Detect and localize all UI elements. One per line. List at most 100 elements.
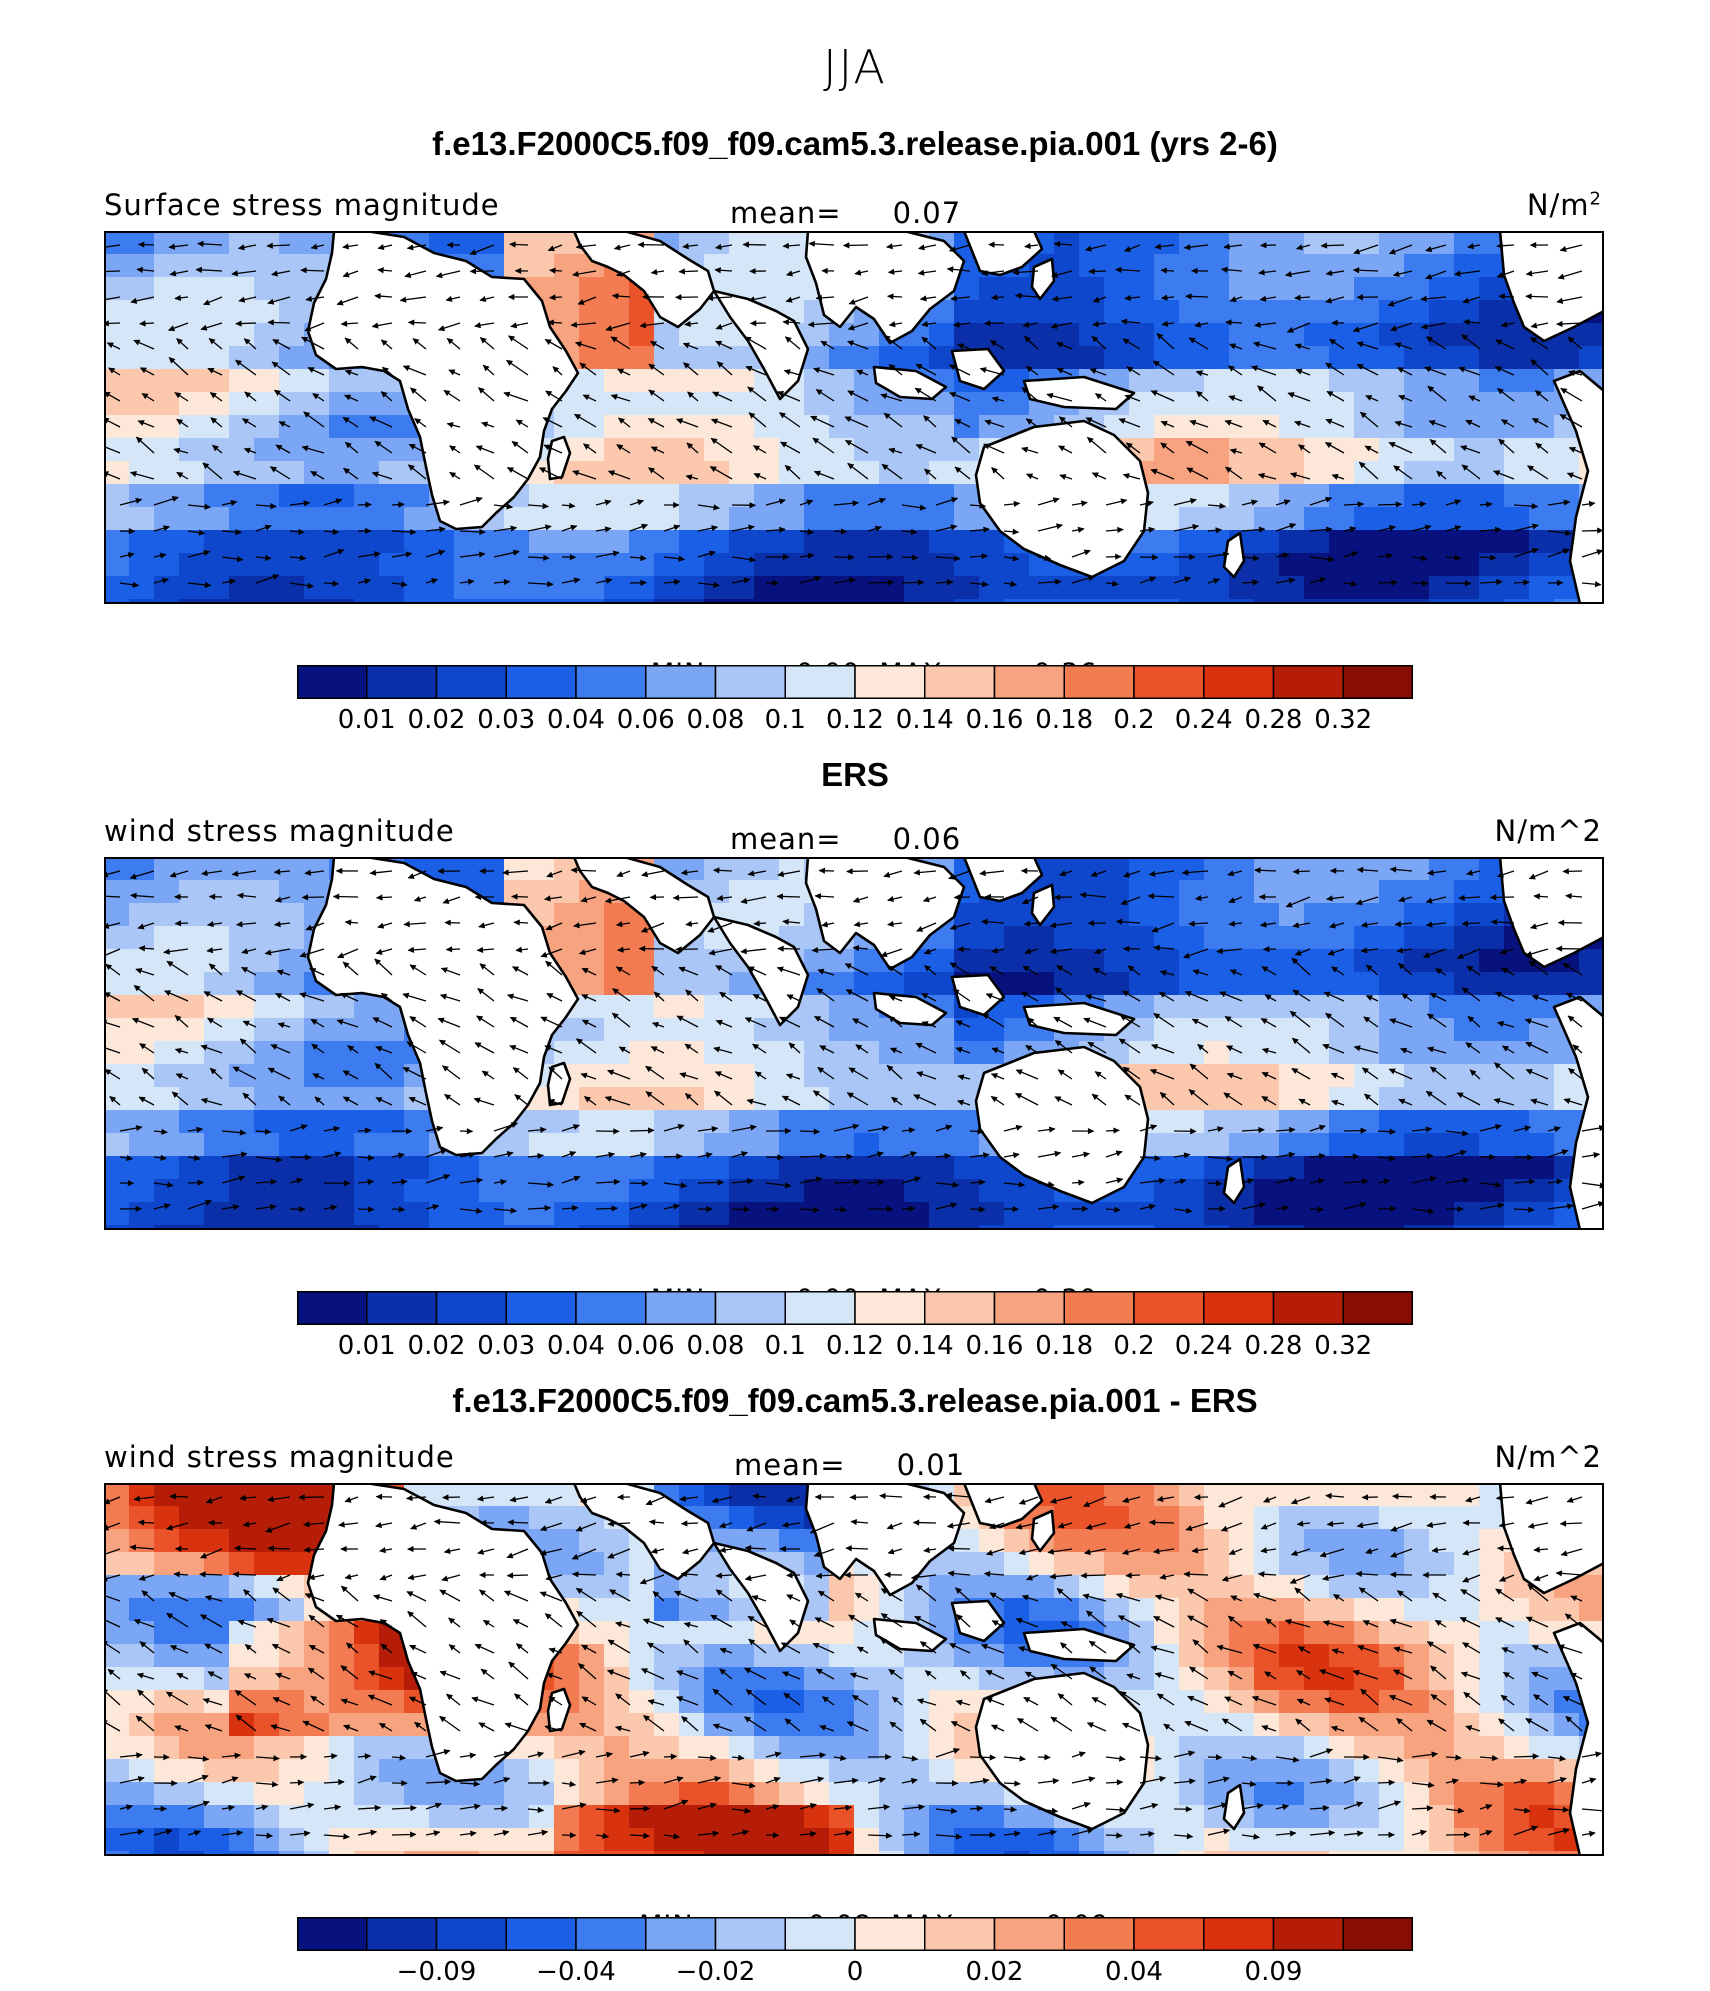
panel-2-colorbar-swatch — [1134, 1291, 1204, 1325]
panel-1-colorbar-swatch — [716, 665, 786, 699]
panel-1-colorbar-tick-label: 0.32 — [1314, 705, 1372, 735]
panel-2-colorbar-swatch — [1204, 1291, 1274, 1325]
panel-1-variable-label: Surface stress magnitude — [104, 188, 500, 222]
panel-1-units: N/m2 — [1527, 188, 1602, 222]
panel-2-colorbar-tick-label: 0.08 — [687, 1331, 745, 1361]
panel-1-colorbar-tick-label: 0.18 — [1035, 705, 1093, 735]
panel-2-colorbar-tick-label: 0.04 — [547, 1331, 605, 1361]
panel-3-colorbar-tick-label: 0 — [847, 1957, 864, 1987]
panel-2-units: N/m^2 — [1495, 814, 1602, 848]
panel-3-colorbar-tick-label: 0.09 — [1245, 1957, 1303, 1987]
panel-2-colorbar-swatch — [297, 1291, 367, 1325]
panel-2-colorbar-swatch — [506, 1291, 576, 1325]
panel-1-colorbar-svg — [297, 665, 1413, 699]
panel-3-colorbar-svg — [297, 1917, 1413, 1951]
panel-1-colorbar-swatch — [437, 665, 507, 699]
panel-2-mean-label: mean= — [730, 822, 842, 856]
panel-3-colorbar-swatch — [1204, 1917, 1274, 1951]
panel-2-colorbar-tick-label: 0.32 — [1314, 1331, 1372, 1361]
panel-3-colorbar-swatch — [437, 1917, 507, 1951]
panel-1-colorbar-tick-label: 0.16 — [966, 705, 1024, 735]
panel-3-colorbar-tick-label: −0.04 — [536, 1957, 616, 1987]
panel-3-map-svg — [104, 1483, 1604, 1856]
panel-1-title: f.e13.F2000C5.f09_f09.cam5.3.release.pia… — [0, 125, 1710, 163]
panel-1-map — [104, 231, 1604, 604]
panel-2-title: ERS — [0, 756, 1710, 794]
panel-2-colorbar-tick-label: 0.2 — [1113, 1331, 1154, 1361]
panel-2-colorbar-swatch — [785, 1291, 855, 1325]
panel-3-colorbar-ticks: −0.09 −0.04 −0.02 0 0.02 0.04 0.09 — [297, 1957, 1413, 1991]
panel-3-colorbar-swatch — [506, 1917, 576, 1951]
panel-2-colorbar-swatch — [995, 1291, 1065, 1325]
panel-2-colorbar-swatch — [437, 1291, 507, 1325]
panel-3-colorbar-swatch — [925, 1917, 995, 1951]
panel-1-colorbar-tick-label: 0.01 — [338, 705, 396, 735]
panel-2-colorbar-tick-label: 0.01 — [338, 1331, 396, 1361]
panel-2-colorbar-swatch — [1274, 1291, 1344, 1325]
panel-2-colorbar-tick-label: 0.12 — [826, 1331, 884, 1361]
panel-3-map — [104, 1483, 1604, 1856]
panel-3-mean-label: mean= — [734, 1448, 846, 1482]
panel-3-colorbar-tick-label: −0.02 — [676, 1957, 756, 1987]
panel-3-colorbar-tick-label: −0.09 — [397, 1957, 477, 1987]
panel-1-colorbar-tick-label: 0.02 — [408, 705, 466, 735]
panel-3-colorbar-swatch — [995, 1917, 1065, 1951]
panel-2-mean-value: 0.06 — [893, 822, 962, 856]
season-title: JJA — [0, 40, 1710, 94]
panel-2-colorbar-tick-label: 0.28 — [1245, 1331, 1303, 1361]
panel-3-colorbar-swatch — [785, 1917, 855, 1951]
panel-2-colorbar-tick-label: 0.18 — [1035, 1331, 1093, 1361]
panel-1-colorbar-swatch — [1064, 665, 1134, 699]
panel-1-colorbar-swatch — [855, 665, 925, 699]
panel-1-colorbar-tick-label: 0.28 — [1245, 705, 1303, 735]
panel-3-colorbar-tick-label: 0.02 — [966, 1957, 1024, 1987]
panel-2-mean: mean= 0.06 — [730, 822, 961, 856]
panel-1-mean-label: mean= — [730, 196, 842, 230]
panel-2-colorbar-tick-label: 0.16 — [966, 1331, 1024, 1361]
panel-2-colorbar-tick-label: 0.24 — [1175, 1331, 1233, 1361]
panel-2-colorbar-svg — [297, 1291, 1413, 1325]
panel-3-colorbar-tick-label: 0.04 — [1105, 1957, 1163, 1987]
panel-1-colorbar-swatch — [576, 665, 646, 699]
panel-3-colorbar-swatch — [1343, 1917, 1413, 1951]
panel-3-units-base: N/m^2 — [1495, 1440, 1602, 1474]
panel-2-units-base: N/m^2 — [1495, 814, 1602, 848]
panel-2-colorbar-swatch — [1064, 1291, 1134, 1325]
panel-3-colorbar-swatch — [1134, 1917, 1204, 1951]
panel-1-colorbar-tick-label: 0.12 — [826, 705, 884, 735]
panel-1-mean: mean= 0.07 — [730, 196, 961, 230]
panel-3-colorbar-swatch — [576, 1917, 646, 1951]
panel-2-map — [104, 857, 1604, 1230]
panel-1-colorbar-swatch — [995, 665, 1065, 699]
panel-1-colorbar-tick-label: 0.2 — [1113, 705, 1154, 735]
panel-2-colorbar-tick-label: 0.14 — [896, 1331, 954, 1361]
panel-1-colorbar-swatch — [925, 665, 995, 699]
panel-3-colorbar-swatch — [367, 1917, 437, 1951]
panel-1-colorbar-tick-label: 0.04 — [547, 705, 605, 735]
panel-2-colorbar-tick-label: 0.02 — [408, 1331, 466, 1361]
panel-1-colorbar-swatch — [646, 665, 716, 699]
panel-2-colorbar — [297, 1291, 1413, 1325]
panel-1-colorbar — [297, 665, 1413, 699]
panel-1-mean-value: 0.07 — [893, 196, 962, 230]
panel-2-colorbar-tick-label: 0.06 — [617, 1331, 675, 1361]
panel-2-colorbar-tick-label: 0.03 — [477, 1331, 535, 1361]
panel-1-colorbar-swatch — [1343, 665, 1413, 699]
panel-1-units-sup: 2 — [1590, 188, 1602, 209]
panel-3-colorbar-swatch — [855, 1917, 925, 1951]
panel-3-colorbar — [297, 1917, 1413, 1951]
panel-1-colorbar-tick-label: 0.1 — [765, 705, 806, 735]
panel-3-colorbar-swatch — [1064, 1917, 1134, 1951]
panel-1-colorbar-tick-label: 0.14 — [896, 705, 954, 735]
panel-1-colorbar-swatch — [1204, 665, 1274, 699]
panel-3-colorbar-swatch — [1274, 1917, 1344, 1951]
panel-3-units: N/m^2 — [1495, 1440, 1602, 1474]
panel-1-map-svg — [104, 231, 1604, 604]
panel-2-map-svg — [104, 857, 1604, 1230]
panel-1-colorbar-swatch — [367, 665, 437, 699]
panel-1-colorbar-swatch — [1274, 665, 1344, 699]
panel-3-mean: mean= 0.01 — [734, 1448, 965, 1482]
panel-1-colorbar-swatch — [297, 665, 367, 699]
